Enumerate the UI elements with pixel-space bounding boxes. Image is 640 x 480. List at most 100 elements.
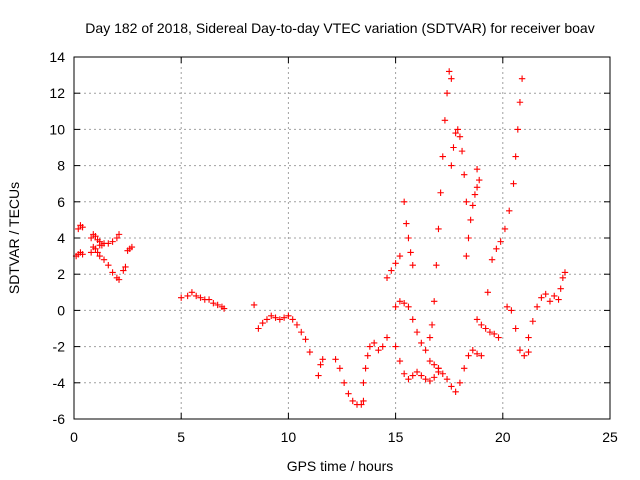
x-tick-label: 0 [70,429,78,445]
series-arc-17 [392,343,442,385]
data-point [557,285,564,292]
data-point [298,328,305,336]
data-point [405,234,412,242]
series-arc-13 [360,334,391,386]
series-arc-8 [178,289,228,312]
series-arc-2 [75,222,86,233]
data-point [430,298,438,305]
data-point [383,274,391,282]
chart-title: Day 182 of 2018, Sidereal Day-to-day VTE… [85,20,594,36]
data-point [448,383,455,390]
series-arc-10 [255,312,314,356]
data-point [178,294,185,301]
x-tick-label: 20 [495,429,511,445]
y-tick-label: 2 [57,266,65,282]
series-arc-14 [383,252,404,282]
data-point [516,347,524,354]
data-point [392,260,399,267]
x-tick-label: 25 [602,429,618,445]
data-point [529,318,537,325]
data-point [435,365,442,372]
data-point [501,225,509,233]
data-point [396,357,404,365]
data-point [448,162,455,169]
data-point [559,274,567,282]
data-point [426,357,434,365]
data-point [433,261,440,269]
data-point [280,314,288,321]
data-point [345,390,352,397]
data-point [452,388,459,396]
y-tick-label: 8 [57,158,65,174]
data-point [478,321,485,329]
data-point [360,397,367,405]
y-axis-label: SDTVAR / TECUs [6,182,22,294]
data-point [407,249,414,256]
data-point [276,316,284,323]
data-point [360,379,367,386]
data-point [396,298,404,305]
data-point [405,303,412,310]
data-point [551,292,558,300]
data-point [458,147,466,155]
series-arc-1 [72,249,86,260]
data-point [272,314,279,321]
data-point [96,242,103,249]
series-arc-26 [525,290,549,341]
data-point [400,370,408,377]
data-point [115,276,123,283]
data-point [443,90,451,97]
data-point [482,325,489,332]
data-point [409,261,416,269]
data-point [561,269,569,276]
data-point [491,330,498,338]
data-point [409,372,416,379]
data-point [521,352,528,359]
data-point [413,368,421,376]
data-point [205,296,213,303]
data-point [370,339,378,347]
series-arc-28 [557,269,569,292]
data-point [518,75,526,82]
data-point [538,294,545,301]
data-point [392,303,399,310]
y-tick-label: 0 [57,302,65,318]
data-point [495,334,502,341]
series-arc-11 [315,356,326,379]
data-point [533,303,541,310]
data-point [364,352,371,359]
data-point [193,292,200,300]
data-point [446,68,453,75]
data-point [456,133,464,140]
series-arc-4 [87,231,106,249]
data-point [122,263,129,271]
data-point [392,343,399,350]
data-points [72,68,569,408]
data-point [75,225,82,233]
data-point [79,251,86,258]
data-point [473,350,481,358]
data-point [465,234,472,242]
data-point [400,299,408,307]
data-point [437,189,444,196]
data-point [463,198,470,205]
data-point [317,361,324,368]
data-point [430,361,438,368]
data-point [92,232,99,240]
data-point [418,339,425,347]
series-arc-24 [484,75,526,296]
y-tick-label: -4 [53,375,66,391]
data-point [435,225,442,233]
data-point [488,256,496,263]
y-tick-label: 6 [57,194,65,210]
data-point [430,374,438,381]
data-point [94,249,101,256]
data-point [450,144,457,151]
data-point [461,365,468,372]
data-point [443,375,451,383]
data-point [473,184,481,191]
data-point [105,240,112,247]
data-point [100,256,108,263]
y-tick-label: 12 [49,85,65,101]
